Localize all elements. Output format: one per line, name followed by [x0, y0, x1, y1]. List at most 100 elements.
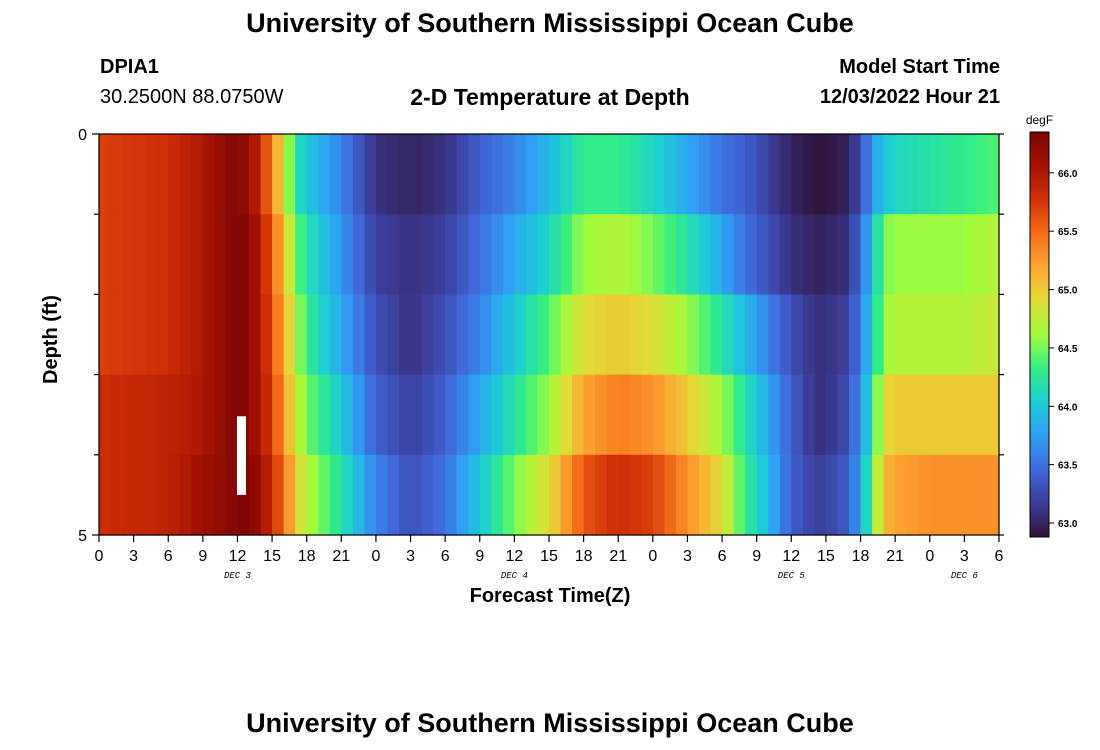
heatmap-cell: [122, 214, 135, 295]
heatmap-cell: [214, 374, 227, 456]
footer-title: University of Southern Mississippi Ocean…: [246, 708, 854, 738]
heatmap-cell: [445, 214, 458, 295]
colorbar-tick-label: 65.0: [1058, 286, 1078, 297]
heatmap-cell: [756, 214, 769, 295]
heatmap-cell: [745, 374, 758, 456]
heatmap-cell: [641, 454, 654, 536]
heatmap-cell: [918, 454, 931, 536]
heatmap-cell: [249, 454, 262, 536]
heatmap-cell: [802, 134, 815, 215]
heatmap-cell: [110, 294, 123, 376]
heatmap-cell: [837, 214, 850, 295]
heatmap-cell: [156, 214, 169, 295]
heatmap-cell: [525, 454, 539, 536]
x-tick-label: 18: [298, 548, 316, 565]
heatmap-cell: [237, 294, 250, 376]
heatmap-cell: [260, 294, 273, 376]
heatmap-cell: [525, 294, 539, 376]
heatmap-cell: [641, 374, 654, 456]
page-title: University of Southern Mississippi Ocean…: [246, 8, 854, 38]
heatmap-cell: [883, 214, 896, 295]
heatmap-cell: [583, 294, 596, 376]
heatmap-cell: [237, 134, 250, 215]
heatmap-cell: [433, 294, 446, 376]
x-tick-label: 9: [198, 548, 207, 565]
colorbar-unit: degF: [1026, 113, 1053, 127]
heatmap-cell: [618, 294, 631, 376]
colorbar-tick-label: 63.5: [1058, 461, 1078, 472]
x-tick-label: 3: [129, 548, 138, 565]
heatmap-cell: [422, 214, 435, 295]
x-tick-label: 21: [332, 548, 350, 565]
heatmap-cell: [237, 214, 250, 295]
heatmap-cell: [837, 454, 850, 536]
heatmap-cell: [283, 454, 296, 536]
heatmap-cell: [745, 214, 758, 295]
heatmap-cell: [272, 374, 285, 456]
heatmap-cell: [779, 294, 792, 376]
current-time-marker: [236, 416, 246, 495]
heatmap-cell: [375, 214, 389, 295]
colorbar-tick-label: 64.0: [1058, 402, 1078, 413]
model-start-label: Model Start Time: [839, 56, 1000, 78]
heatmap-cell: [710, 294, 723, 376]
heatmap-cell: [802, 374, 815, 456]
heatmap-cell: [156, 294, 169, 376]
heatmap-cell: [283, 214, 296, 295]
heatmap-cell: [549, 294, 562, 376]
heatmap-cell: [964, 454, 977, 536]
heatmap-cell: [722, 134, 735, 215]
heatmap-cell: [929, 294, 942, 376]
x-tick-label: 0: [95, 548, 104, 565]
heatmap-cell: [941, 454, 954, 536]
heatmap-cell: [145, 454, 158, 536]
heatmap-cell: [687, 214, 700, 295]
heatmap-cell: [179, 454, 192, 536]
heatmap-cell: [456, 374, 469, 456]
heatmap-cell: [595, 374, 608, 456]
heatmap-cell: [537, 454, 550, 536]
heatmap-cell: [595, 134, 608, 215]
heatmap-cell: [791, 454, 804, 536]
heatmap-cell: [733, 294, 746, 376]
heatmap-cell: [710, 374, 723, 456]
day-label: DEC 5: [778, 571, 806, 581]
heatmap-cell: [756, 454, 769, 536]
heatmap-cell: [514, 454, 527, 536]
heatmap-cell: [572, 134, 585, 215]
heatmap-cell: [375, 134, 389, 215]
heatmap-cell: [272, 214, 285, 295]
heatmap-cell: [814, 214, 827, 295]
x-tick-label: 9: [475, 548, 484, 565]
heatmap-cell: [468, 214, 481, 295]
heatmap-cell: [491, 374, 504, 456]
colorbar-tick-label: 64.5: [1058, 344, 1078, 355]
heatmap-cell: [145, 214, 158, 295]
x-tick-label: 15: [263, 548, 281, 565]
heatmap-cell: [272, 134, 285, 215]
heatmap-cell: [791, 134, 804, 215]
heatmap-cell: [272, 454, 285, 536]
heatmap-cell: [422, 374, 435, 456]
heatmap-cell: [595, 214, 608, 295]
day-label: DEC 4: [501, 571, 528, 581]
heatmap-cell: [525, 374, 539, 456]
heatmap-cell: [364, 454, 377, 536]
heatmap-cell: [675, 134, 689, 215]
heatmap-cell: [987, 214, 1000, 295]
heatmap-cell: [410, 294, 423, 376]
heatmap-cell: [802, 214, 815, 295]
heatmap-cell: [918, 294, 931, 376]
heatmap-cell: [629, 294, 642, 376]
x-tick-label: 0: [648, 548, 657, 565]
heatmap-cell: [468, 374, 481, 456]
heatmap-cell: [872, 294, 885, 376]
heatmap-cell: [525, 214, 539, 295]
heatmap-cell: [422, 454, 435, 536]
heatmap-cell: [641, 214, 654, 295]
heatmap-cell: [318, 214, 331, 295]
heatmap-cell: [595, 294, 608, 376]
heatmap-cell: [825, 374, 839, 456]
heatmap-cell: [860, 294, 873, 376]
heatmap-cell: [837, 134, 850, 215]
